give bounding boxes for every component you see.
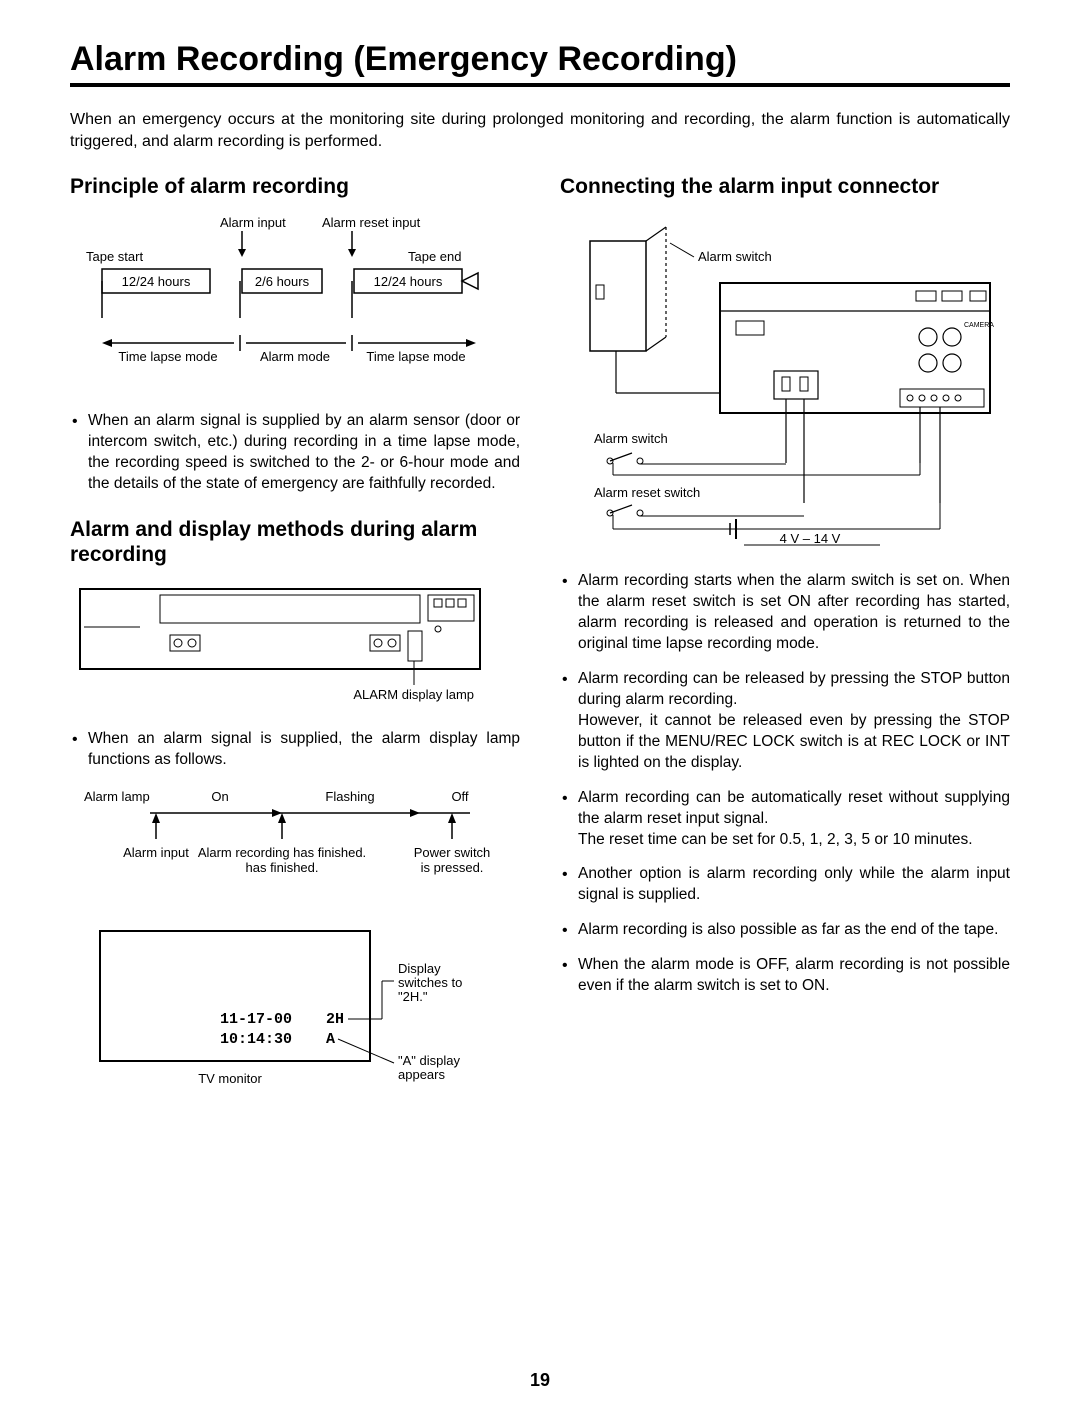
page-title: Alarm Recording (Emergency Recording) xyxy=(70,40,1010,87)
label-alarm-input: Alarm input xyxy=(220,215,286,230)
conn-bullet-4: Another option is alarm recording only w… xyxy=(560,864,1010,906)
alarm-display-heading: Alarm and display methods during alarm r… xyxy=(70,517,520,567)
connecting-heading: Connecting the alarm input connector xyxy=(560,174,1010,199)
conn-bullet-2: Alarm recording can be released by press… xyxy=(560,669,1010,774)
principle-diagram: Alarm input Alarm reset input Tape start… xyxy=(70,213,520,393)
connection-diagram: Alarm switch CAMERA xyxy=(560,213,1010,553)
power-text: Power switchis pressed. xyxy=(414,845,490,875)
label-tape-end: Tape end xyxy=(408,249,462,264)
monitor-a: A xyxy=(326,1031,335,1048)
voltage-label: 4 V – 14 V xyxy=(780,531,841,546)
flashing-text: Flashing xyxy=(325,789,374,804)
conn-bullet-5: Alarm recording is also possible as far … xyxy=(560,920,1010,941)
conn-bullet-6: When the alarm mode is OFF, alarm record… xyxy=(560,955,1010,997)
alarm-switch-2: Alarm switch xyxy=(594,431,668,446)
conn-bullet-3: Alarm recording can be automatically res… xyxy=(560,788,1010,851)
finished-text: Alarm recording has finished.has finishe… xyxy=(198,845,366,875)
label-alarm-reset: Alarm reset input xyxy=(322,215,421,230)
page-number: 19 xyxy=(0,1370,1080,1391)
alarm-reset-switch: Alarm reset switch xyxy=(594,485,700,500)
monitor-time: 10:14:30 xyxy=(220,1031,292,1048)
lamp-bullet-1: When an alarm signal is supplied, the al… xyxy=(70,729,520,771)
alarm-input-text: Alarm input xyxy=(123,845,189,860)
lamp-state-diagram: Alarm lamp On Flashing Off Alarm input A… xyxy=(70,785,520,905)
a-appears: "A" displayappears xyxy=(398,1053,460,1082)
principle-heading: Principle of alarm recording xyxy=(70,174,520,199)
display-switches: Displayswitches to"2H." xyxy=(398,961,462,1004)
span3: 12/24 hours xyxy=(374,274,443,289)
left-column: Principle of alarm recording Alarm input… xyxy=(70,174,520,1121)
monitor-mode: 2H xyxy=(326,1011,344,1028)
right-column: Connecting the alarm input connector Ala… xyxy=(560,174,1010,1121)
mode1: Time lapse mode xyxy=(118,349,217,364)
on-text: On xyxy=(211,789,228,804)
span2: 2/6 hours xyxy=(255,274,310,289)
alarm-lamp-text: Alarm lamp xyxy=(84,789,150,804)
b3b: The reset time can be set for 0.5, 1, 2,… xyxy=(578,831,973,848)
vcr-panel-diagram: ALARM display lamp xyxy=(70,581,520,711)
tv-monitor-label: TV monitor xyxy=(198,1071,262,1086)
principle-bullet-1: When an alarm signal is supplied by an a… xyxy=(70,411,520,495)
svg-text:CAMERA: CAMERA xyxy=(964,322,994,329)
span1: 12/24 hours xyxy=(122,274,191,289)
lamp-bullets: When an alarm signal is supplied, the al… xyxy=(70,729,520,771)
connecting-bullets: Alarm recording starts when the alarm sw… xyxy=(560,571,1010,997)
conn-bullet-1: Alarm recording starts when the alarm sw… xyxy=(560,571,1010,655)
principle-bullets: When an alarm signal is supplied by an a… xyxy=(70,411,520,495)
two-column-layout: Principle of alarm recording Alarm input… xyxy=(70,174,1010,1121)
label-tape-start: Tape start xyxy=(86,249,143,264)
alarm-lamp-label: ALARM display lamp xyxy=(353,687,474,702)
alarm-switch-1: Alarm switch xyxy=(698,249,772,264)
monitor-date: 11-17-00 xyxy=(220,1011,292,1028)
intro-text: When an emergency occurs at the monitori… xyxy=(70,109,1010,152)
mode3: Time lapse mode xyxy=(366,349,465,364)
mode2: Alarm mode xyxy=(260,349,330,364)
off-text: Off xyxy=(451,789,468,804)
b2a: Alarm recording can be released by press… xyxy=(578,670,1010,708)
tv-monitor-diagram: 11-17-00 2H 10:14:30 A Displayswitches t… xyxy=(70,923,520,1103)
b2b: However, it cannot be released even by p… xyxy=(578,712,1010,771)
b3a: Alarm recording can be automatically res… xyxy=(578,789,1010,827)
